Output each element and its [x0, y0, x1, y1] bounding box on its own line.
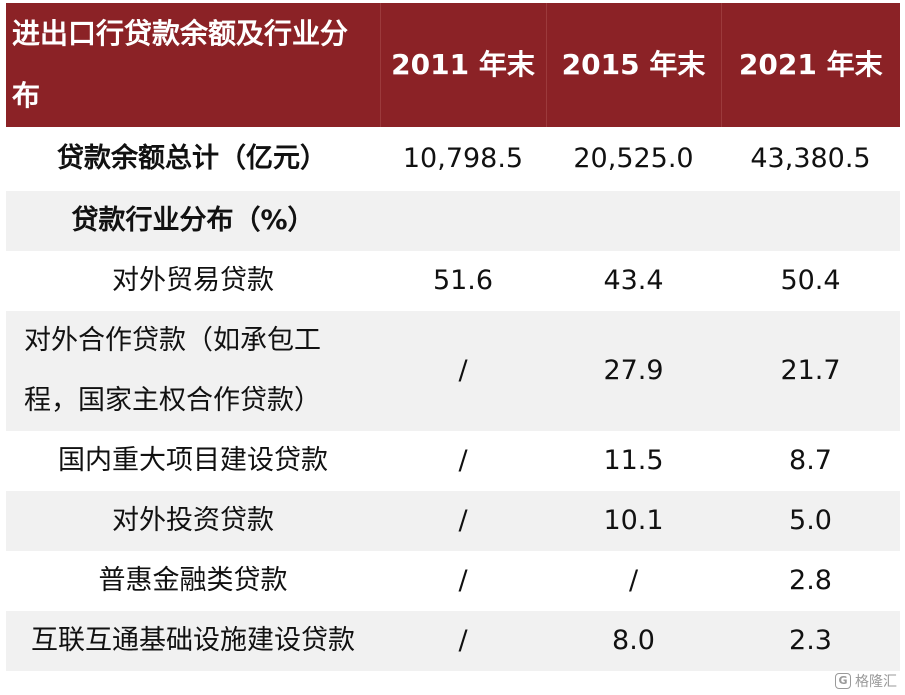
table-row: 对外合作贷款（如承包工程，国家主权合作贷款） / 27.9 21.7 [6, 311, 900, 431]
row-value: / [380, 491, 546, 551]
row-value: 51.6 [432, 264, 494, 296]
row-value: 21.7 [721, 311, 900, 431]
row-value: 11.5 [603, 444, 664, 476]
row-value: / [458, 564, 468, 596]
row-label: 对外合作贷款（如承包工程，国家主权合作贷款） [6, 311, 380, 431]
header-year-2021: 2021 年末 [720, 3, 900, 127]
header-year-2011: 2011 年末 [379, 3, 546, 127]
row-value: 50.4 [780, 264, 841, 296]
row-label: 普惠金融类贷款 [98, 564, 288, 596]
table-row: 对外贸易贷款 51.6 43.4 50.4 [6, 251, 900, 311]
row-value: 8.0 [546, 611, 721, 671]
row-value: 10.1 [546, 491, 721, 551]
row-value: 5.0 [721, 491, 900, 551]
row-label: 国内重大项目建设贷款 [58, 444, 328, 476]
table-row: 普惠金融类贷款 / / 2.8 [6, 551, 900, 611]
total-value-2021: 43,380.5 [750, 142, 871, 174]
section-empty-cell [546, 191, 721, 251]
section-empty-cell [380, 191, 546, 251]
loan-distribution-table: 进出口行贷款余额及行业分布 2011 年末 2015 年末 2021 年末 贷款… [6, 3, 900, 671]
row-value: / [628, 564, 639, 596]
row-value: / [380, 611, 546, 671]
table-row: 对外投资贷款 / 10.1 5.0 [6, 491, 900, 551]
row-value: 27.9 [546, 311, 721, 431]
total-label: 贷款余额总计（亿元） [57, 142, 327, 174]
total-row: 贷款余额总计（亿元） 10,798.5 20,525.0 43,380.5 [6, 127, 900, 191]
total-value-2015: 20,525.0 [573, 142, 694, 174]
total-value-2011: 10,798.5 [402, 142, 524, 174]
watermark: G 格隆汇 [835, 671, 897, 691]
row-label: 对外贸易贷款 [112, 264, 274, 296]
header-label: 进出口行贷款余额及行业分布 [6, 3, 380, 127]
section-label: 贷款行业分布（%） [6, 191, 380, 251]
row-value: 43.4 [603, 264, 664, 296]
row-value: / [380, 311, 546, 431]
row-value: 8.7 [789, 444, 832, 476]
header-year-2015: 2015 年末 [545, 3, 721, 127]
table-row: 国内重大项目建设贷款 / 11.5 8.7 [6, 431, 900, 491]
row-value: 2.8 [789, 564, 832, 596]
row-value: / [458, 444, 468, 476]
section-row: 贷款行业分布（%） [6, 191, 900, 251]
table-header-row: 进出口行贷款余额及行业分布 2011 年末 2015 年末 2021 年末 [6, 3, 900, 127]
row-label: 对外投资贷款 [6, 491, 380, 551]
section-empty-cell [721, 191, 900, 251]
row-value: 2.3 [721, 611, 900, 671]
table-row: 互联互通基础设施建设贷款 / 8.0 2.3 [6, 611, 900, 671]
row-label: 互联互通基础设施建设贷款 [6, 611, 380, 671]
watermark-text: 格隆汇 [855, 674, 897, 690]
watermark-logo-icon: G [835, 673, 851, 689]
